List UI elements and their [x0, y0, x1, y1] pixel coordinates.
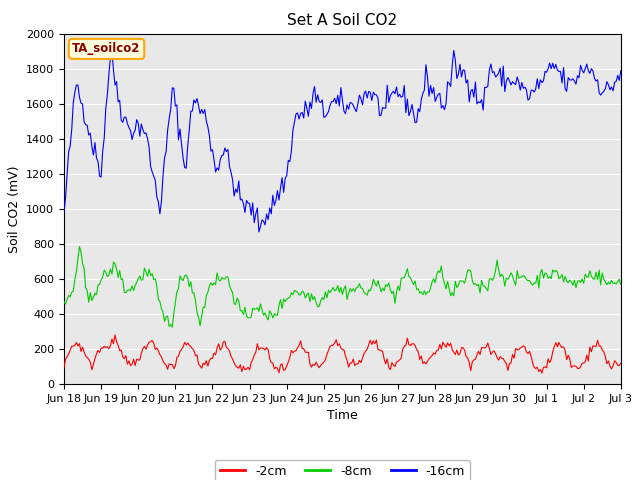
Legend: -2cm, -8cm, -16cm: -2cm, -8cm, -16cm	[215, 460, 470, 480]
Text: TA_soilco2: TA_soilco2	[72, 42, 141, 55]
X-axis label: Time: Time	[327, 409, 358, 422]
Title: Set A Soil CO2: Set A Soil CO2	[287, 13, 397, 28]
Y-axis label: Soil CO2 (mV): Soil CO2 (mV)	[8, 165, 20, 252]
